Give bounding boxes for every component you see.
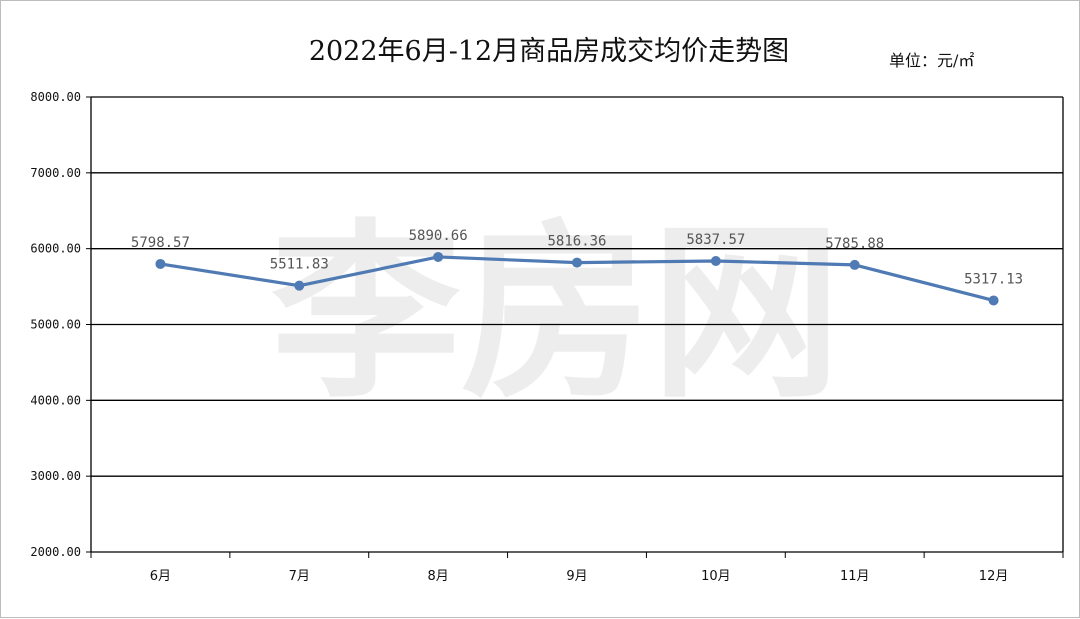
watermark-text: 李房网: [271, 203, 841, 424]
data-point: [155, 258, 166, 269]
x-tick-label: 6月: [150, 569, 171, 584]
axis-layer: 2000.00 3000.00 4000.00 5000.00 6000.00 7000.…: [30, 90, 1064, 584]
y-tick-label: 5000.00: [30, 318, 81, 332]
data-label: 5798.57: [131, 235, 190, 251]
data-point: [988, 295, 999, 306]
y-tick-label: 8000.00: [30, 90, 81, 104]
grid-layer: [91, 96, 1064, 553]
y-tick-label: 3000.00: [30, 469, 81, 483]
data-point: [710, 255, 721, 266]
x-tick-label: 12月: [979, 569, 1009, 584]
data-point: [572, 257, 582, 268]
data-label: 5317.13: [964, 271, 1023, 287]
x-tick-label: 10月: [701, 569, 731, 584]
data-point: [294, 280, 305, 291]
x-tick-label: 9月: [566, 569, 587, 584]
y-tick-label: 7000.00: [30, 166, 81, 180]
data-label: 5890.66: [409, 228, 468, 244]
x-tick-label: 7月: [289, 569, 310, 584]
unit-label: 单位：元/㎡: [889, 51, 975, 70]
y-tick-label: 6000.00: [30, 242, 81, 256]
data-point: [849, 259, 860, 270]
y-tick-label: 4000.00: [30, 393, 81, 407]
data-label: 5511.83: [270, 257, 329, 273]
data-label: 5816.36: [547, 234, 606, 250]
y-tick-label: 2000.00: [30, 545, 81, 559]
data-point: [433, 251, 444, 262]
x-tick-label: 8月: [428, 569, 449, 584]
chart-title: 2022年6月-12月商品房成交均价走势图: [308, 36, 790, 67]
x-tick-label: 11月: [840, 569, 870, 584]
data-label: 5837.57: [686, 232, 745, 248]
series-layer: 5798.57 5511.83 5890.66 5816.36 5837.57 5785.…: [131, 228, 1023, 306]
data-label: 5785.88: [825, 236, 884, 252]
